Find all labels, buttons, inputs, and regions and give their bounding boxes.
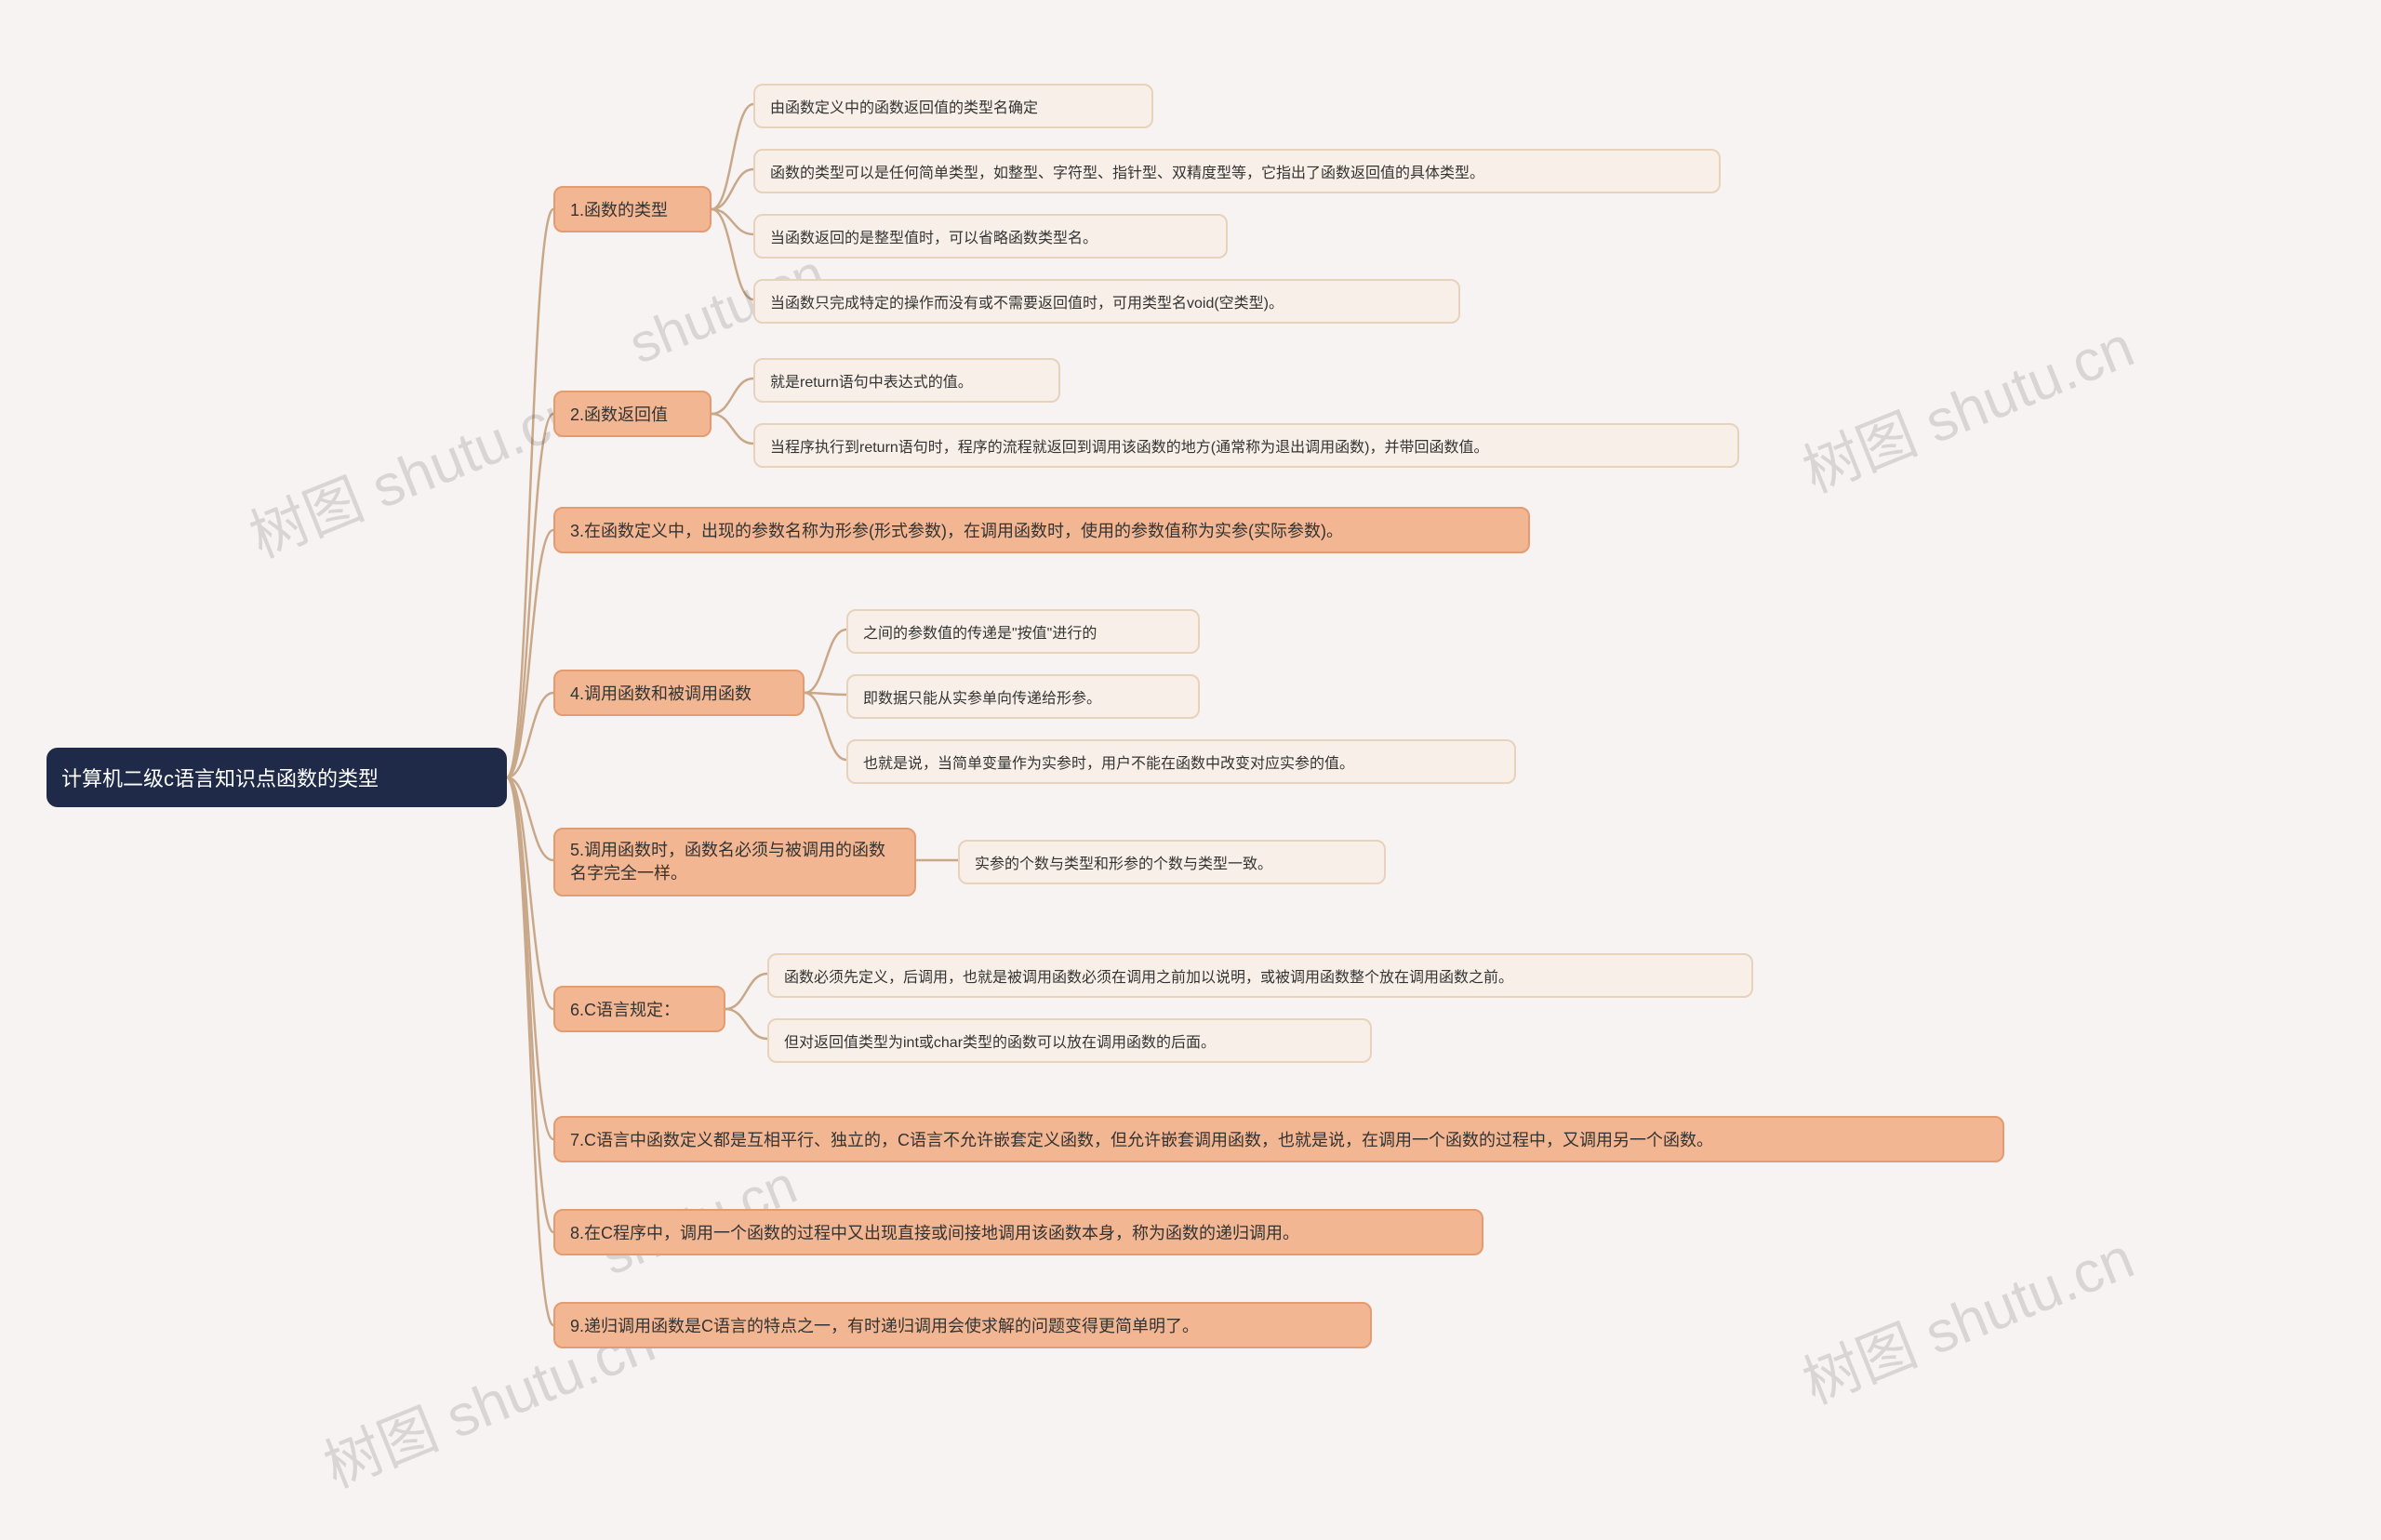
node-label: 7.C语言中函数定义都是互相平行、独立的，C语言不允许嵌套定义函数，但允许嵌套调… (570, 1127, 1713, 1151)
node-label: 1.函数的类型 (570, 197, 668, 221)
mindmap-canvas: 计算机二级c语言知识点函数的类型 1.函数的类型 由函数定义中的函数返回值的类型名确… (0, 0, 2381, 1540)
node-label: 8.在C程序中，调用一个函数的过程中又出现直接或间接地调用该函数本身，称为函数的… (570, 1220, 1299, 1244)
node-label: 当函数只完成特定的操作而没有或不需要返回值时，可用类型名void(空类型)。 (770, 290, 1284, 312)
level1-node: 8.在C程序中，调用一个函数的过程中又出现直接或间接地调用该函数本身，称为函数的… (553, 1209, 1483, 1255)
level2-node: 实参的个数与类型和形参的个数与类型一致。 (958, 840, 1386, 884)
level2-node: 当函数只完成特定的操作而没有或不需要返回值时，可用类型名void(空类型)。 (753, 279, 1460, 324)
node-label: 5.调用函数时，函数名必须与被调用的函数名字完全一样。 (570, 839, 899, 885)
node-label: 当程序执行到return语句时，程序的流程就返回到调用该函数的地方(通常称为退出… (770, 434, 1488, 457)
node-label: 4.调用函数和被调用函数 (570, 681, 752, 705)
level2-node: 函数必须先定义，后调用，也就是被调用函数必须在调用之前加以说明，或被调用函数整个… (767, 953, 1753, 998)
node-label: 但对返回值类型为int或char类型的函数可以放在调用函数的后面。 (784, 1029, 1216, 1052)
connector (507, 777, 553, 1139)
connector (805, 693, 846, 760)
connector (712, 104, 753, 209)
level1-node: 3.在函数定义中，出现的参数名称为形参(形式参数)，在调用函数时，使用的参数值称… (553, 507, 1530, 553)
node-label: 就是return语句中表达式的值。 (770, 369, 973, 392)
root-node: 计算机二级c语言知识点函数的类型 (47, 748, 507, 807)
connector (507, 209, 553, 777)
level2-node: 但对返回值类型为int或char类型的函数可以放在调用函数的后面。 (767, 1018, 1372, 1063)
level1-node: 5.调用函数时，函数名必须与被调用的函数名字完全一样。 (553, 828, 916, 896)
node-label: 也就是说，当简单变量作为实参时，用户不能在函数中改变对应实参的值。 (863, 750, 1354, 773)
node-label: 9.递归调用函数是C语言的特点之一，有时递归调用会使求解的问题变得更简单明了。 (570, 1313, 1199, 1337)
connector (507, 777, 553, 1325)
level2-node: 也就是说，当简单变量作为实参时，用户不能在函数中改变对应实参的值。 (846, 739, 1516, 784)
level2-node: 当函数返回的是整型值时，可以省略函数类型名。 (753, 214, 1228, 259)
level2-node: 就是return语句中表达式的值。 (753, 358, 1060, 403)
level2-node: 由函数定义中的函数返回值的类型名确定 (753, 84, 1153, 128)
connector (507, 777, 553, 1232)
level1-node: 7.C语言中函数定义都是互相平行、独立的，C语言不允许嵌套定义函数，但允许嵌套调… (553, 1116, 2004, 1162)
connector (725, 974, 767, 1009)
node-label: 实参的个数与类型和形参的个数与类型一致。 (975, 851, 1272, 873)
level1-node: 6.C语言规定： (553, 986, 725, 1032)
node-label: 之间的参数值的传递是"按值"进行的 (863, 620, 1097, 643)
level1-node: 2.函数返回值 (553, 391, 712, 437)
node-label: 6.C语言规定： (570, 997, 680, 1021)
connector (712, 414, 753, 444)
node-label: 3.在函数定义中，出现的参数名称为形参(形式参数)，在调用函数时，使用的参数值称… (570, 518, 1343, 542)
level1-node: 9.递归调用函数是C语言的特点之一，有时递归调用会使求解的问题变得更简单明了。 (553, 1302, 1372, 1348)
node-label: 函数必须先定义，后调用，也就是被调用函数必须在调用之前加以说明，或被调用函数整个… (784, 964, 1513, 987)
node-label: 2.函数返回值 (570, 402, 668, 426)
node-label: 由函数定义中的函数返回值的类型名确定 (770, 95, 1038, 117)
connector (712, 378, 753, 414)
level1-node: 1.函数的类型 (553, 186, 712, 232)
node-label: 计算机二级c语言知识点函数的类型 (61, 763, 379, 792)
node-label: 即数据只能从实参单向传递给形参。 (863, 685, 1101, 708)
node-label: 函数的类型可以是任何简单类型，如整型、字符型、指针型、双精度型等，它指出了函数返… (770, 160, 1484, 182)
level1-node: 4.调用函数和被调用函数 (553, 670, 805, 716)
level2-node: 之间的参数值的传递是"按值"进行的 (846, 609, 1200, 654)
connector (507, 530, 553, 777)
connector (805, 630, 846, 693)
connector (712, 169, 753, 209)
node-label: 当函数返回的是整型值时，可以省略函数类型名。 (770, 225, 1097, 247)
connector (725, 1009, 767, 1039)
level2-node: 函数的类型可以是任何简单类型，如整型、字符型、指针型、双精度型等，它指出了函数返… (753, 149, 1721, 193)
level2-node: 当程序执行到return语句时，程序的流程就返回到调用该函数的地方(通常称为退出… (753, 423, 1739, 468)
level2-node: 即数据只能从实参单向传递给形参。 (846, 674, 1200, 719)
